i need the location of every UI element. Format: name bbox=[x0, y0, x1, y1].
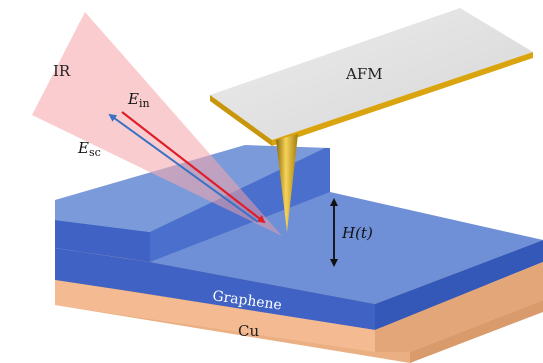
e-in-sub: in bbox=[139, 97, 150, 110]
e-in-label: Ein bbox=[127, 90, 150, 110]
scattered-arrow-icon bbox=[108, 113, 259, 223]
ir-label: IR bbox=[53, 62, 71, 80]
copper-label: Cu bbox=[238, 322, 259, 340]
copper-front bbox=[55, 262, 543, 352]
e-sc-base: E bbox=[77, 139, 89, 157]
e-sc-sub: sc bbox=[89, 146, 101, 159]
incident-arrow-icon bbox=[121, 111, 266, 224]
e-in-base: E bbox=[127, 90, 139, 108]
afm-cantilever bbox=[210, 8, 533, 146]
ir-beam-cone bbox=[32, 12, 282, 236]
afm-tip bbox=[276, 134, 298, 232]
height-label: H(t) bbox=[341, 224, 373, 242]
afm-label: AFM bbox=[345, 65, 383, 83]
e-sc-label: Esc bbox=[77, 139, 101, 159]
